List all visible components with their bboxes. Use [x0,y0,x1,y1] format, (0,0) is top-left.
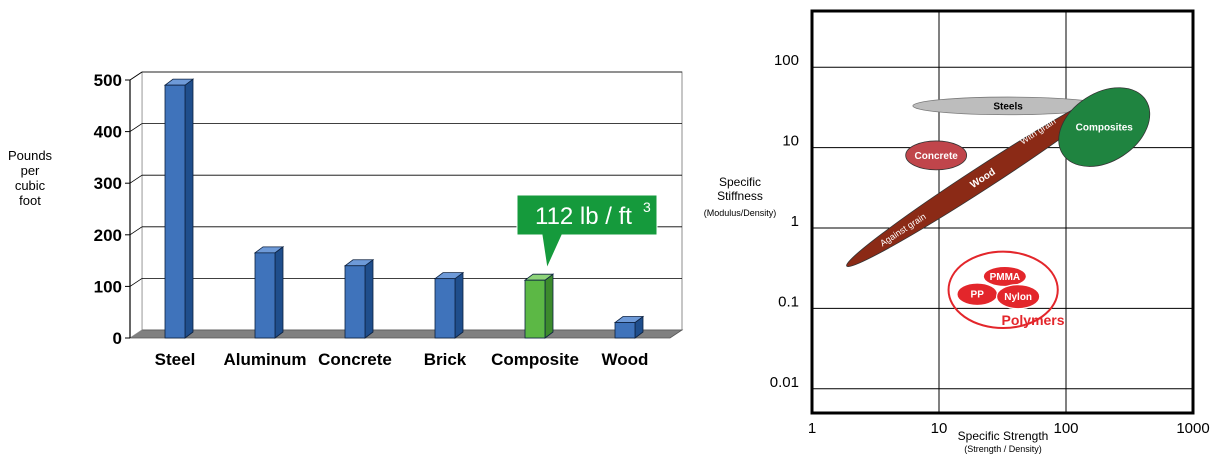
y-tick-label: 0.1 [778,293,799,310]
region-concrete [905,140,968,171]
x-category-label: Aluminum [223,350,306,369]
plot-side-wall [129,71,143,339]
x-tick-label: 10 [931,420,948,437]
plot-frame [810,9,1195,415]
y-axis-sublabel: (Modulus/Density) [704,208,777,218]
bar [254,252,276,339]
x-category-label: Brick [424,350,467,369]
region-label-pmma: PMMA [990,272,1021,283]
x-category-label: Composite [491,350,579,369]
y-tick-label: 0.01 [770,374,799,391]
x-tick-label: 1 [808,420,816,437]
region-polymers [947,250,1059,330]
y-axis-label-line: foot [19,193,41,208]
y-tick-label: 100 [774,52,799,69]
bar-side [364,258,374,339]
bar [434,278,456,339]
callout-text: 112 lb / ft [535,203,632,230]
y-tick-label: 0 [113,329,122,348]
bar [524,279,546,339]
y-tick-label: 400 [94,123,122,142]
bar [164,84,186,339]
bar-side [184,78,194,339]
y-gridline-depth [129,226,143,236]
region-label-nylon: Nylon [1004,292,1032,303]
y-tick-label: 100 [94,277,122,296]
region-label-composites: Composites [1076,123,1134,134]
y-axis-label-line: Specific [719,175,761,189]
x-tick-label: 100 [1053,420,1078,437]
bar-side [454,271,464,339]
y-tick-label: 10 [782,133,799,150]
x-category-label: Wood [602,350,649,369]
bar [344,265,366,339]
bar-side [544,273,554,339]
y-axis-label-line: per [21,163,40,178]
region-label-polymers: Polymers [1002,312,1065,328]
region-composites [1058,87,1151,167]
bar [614,322,636,339]
plot-floor [128,329,684,339]
y-axis-label-line: cubic [15,178,46,193]
y-gridline-depth [129,174,143,184]
x-tick-label: 1000 [1176,420,1209,437]
x-category-label: Concrete [318,350,392,369]
x-axis-sublabel: (Strength / Density) [964,444,1042,454]
region-label-pp: PP [971,290,985,301]
y-tick-label: 500 [94,71,122,90]
y-gridline-depth [129,71,143,81]
y-tick-label: 300 [94,174,122,193]
y-tick-label: 200 [94,226,122,245]
y-axis-label-line: Pounds [8,148,53,163]
x-axis-label: Specific Strength [958,429,1049,443]
plot-area [812,11,1193,413]
x-category-label: Steel [155,350,196,369]
region-label-steels: Steels [993,101,1023,112]
y-gridline-depth [129,278,143,287]
region-nylon [995,283,1041,310]
region-pmma [982,265,1028,288]
y-gridline-depth [129,123,143,132]
callout-superscript: 3 [643,199,651,215]
y-axis-label-line: Stiffness [717,189,763,203]
region-label-concrete: Concrete [914,151,958,162]
y-tick-label: 1 [791,213,799,230]
callout-box [516,194,658,270]
bar-side [274,246,284,339]
